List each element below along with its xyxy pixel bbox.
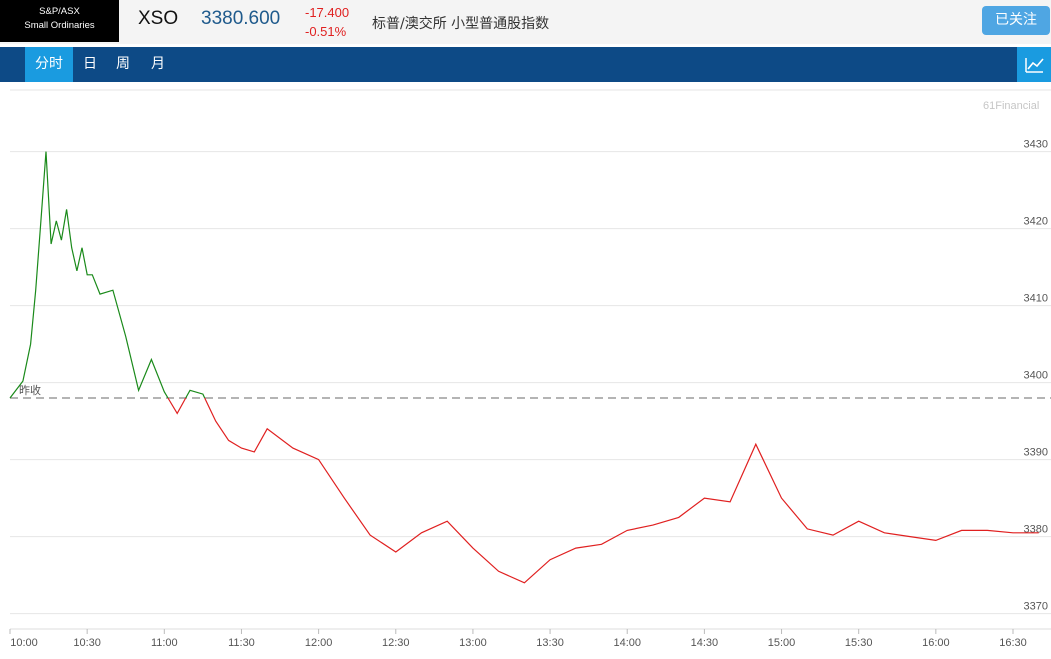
y-tick-label: 3400 — [1024, 370, 1048, 382]
price-series — [9, 151, 1039, 584]
x-tick-label: 13:00 — [459, 637, 487, 649]
y-axis: 3370 3380 3390 3400 3410 3420 3430 — [1024, 139, 1048, 613]
x-tick-label: 10:30 — [73, 637, 101, 649]
x-tick-label: 15:00 — [768, 637, 796, 649]
tab-intraday[interactable]: 分时 — [25, 47, 73, 82]
y-tick-label: 3430 — [1024, 139, 1048, 151]
x-tick-label: 14:00 — [613, 637, 641, 649]
watermark: 61Financial — [983, 100, 1040, 112]
x-tick-label: 14:30 — [691, 637, 719, 649]
prev-close-label: 昨收 — [19, 383, 41, 397]
header-bar: S&P/ASX Small Ordinaries XSO 3380.600 -1… — [0, 0, 1051, 44]
y-tick-label: 3390 — [1024, 447, 1048, 459]
tab-week[interactable]: 周 — [116, 56, 130, 72]
x-axis: 10:00 10:30 11:00 11:30 12:00 12:30 13:00 13:30… — [9, 629, 1027, 649]
price-change: -17.400 -0.51% — [305, 3, 349, 41]
last-price: 3380.600 — [201, 8, 281, 29]
y-tick-label: 3420 — [1024, 216, 1048, 228]
x-tick-label: 11:00 — [151, 637, 178, 649]
x-tick-label: 10:00 — [10, 637, 38, 649]
tab-day[interactable]: 日 — [83, 56, 97, 72]
price-line-above-prev-close — [185, 389, 206, 399]
y-tick-label: 3380 — [1024, 524, 1048, 536]
x-tick-label: 16:00 — [922, 637, 950, 649]
y-tick-label: 3410 — [1024, 293, 1048, 305]
ticker-symbol: XSO — [138, 8, 179, 29]
chart-grid — [10, 89, 1051, 630]
tab-month[interactable]: 月 — [151, 56, 165, 72]
x-tick-label: 12:30 — [382, 637, 410, 649]
follow-button[interactable]: 已关注 — [982, 6, 1050, 35]
index-badge: S&P/ASX Small Ordinaries — [0, 0, 119, 42]
x-tick-label: 16:30 — [999, 637, 1027, 649]
badge-line2: Small Ordinaries — [24, 20, 95, 31]
x-tick-label: 15:30 — [845, 637, 873, 649]
change-value: -17.400 — [305, 5, 350, 20]
price-line-below-prev-close — [204, 397, 1039, 584]
period-tab-bar: 分时 日 周 月 — [0, 47, 1051, 82]
x-tick-label: 11:30 — [228, 637, 255, 649]
x-tick-label: 13:30 — [536, 637, 564, 649]
y-tick-label: 3370 — [1024, 601, 1048, 613]
change-percent: -0.51% — [305, 24, 347, 39]
price-line-above-prev-close — [9, 151, 169, 399]
badge-line1: S&P/ASX — [39, 6, 80, 17]
x-tick-label: 12:00 — [305, 637, 333, 649]
price-line-below-prev-close — [167, 397, 187, 415]
line-chart-icon[interactable] — [1017, 47, 1051, 82]
index-name: 标普/澳交所 小型普通股指数 — [372, 16, 550, 32]
